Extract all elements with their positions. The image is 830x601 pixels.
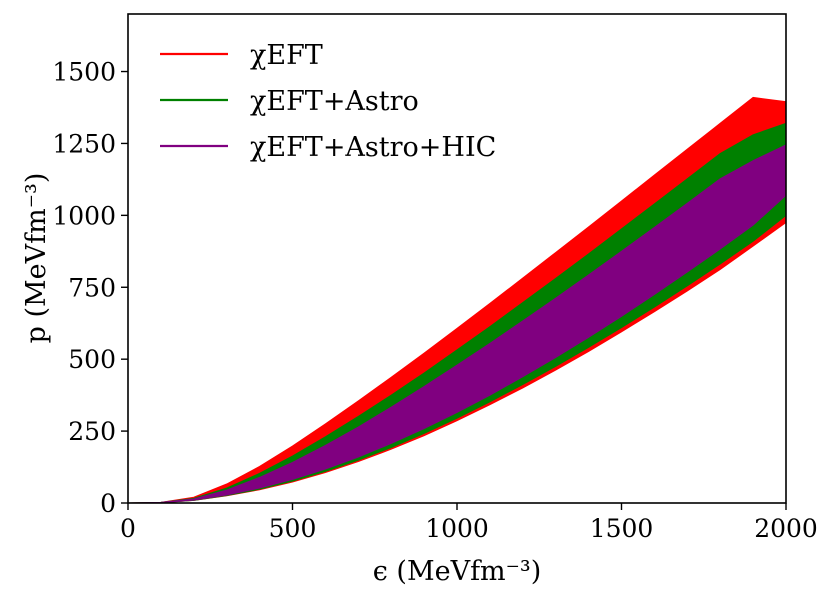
legend-label: χEFT+Astro <box>250 86 419 117</box>
x-tick-label: 0 <box>120 514 136 543</box>
x-axis-ticks: 0 500 1000 1500 2000 <box>120 503 818 543</box>
y-tick-label: 0 <box>100 489 116 518</box>
y-tick-label: 500 <box>68 345 116 374</box>
y-tick-label: 1000 <box>52 201 116 230</box>
y-axis-label: p (MeVfm⁻³) <box>21 173 52 344</box>
y-tick-label: 1250 <box>52 129 116 158</box>
x-tick-label: 1000 <box>425 514 489 543</box>
legend-label: χEFT <box>250 40 323 71</box>
x-tick-label: 500 <box>269 514 317 543</box>
band-2 <box>127 122 787 504</box>
legend-label: χEFT+Astro+HIC <box>250 132 496 163</box>
x-axis-label: ϵ (MeVfm⁻³) <box>373 556 542 587</box>
legend: χEFT χEFT+Astro χEFT+Astro+HIC <box>160 40 496 163</box>
x-tick-label: 2000 <box>754 514 818 543</box>
x-tick-label: 1500 <box>590 514 654 543</box>
y-tick-label: 250 <box>68 417 116 446</box>
y-tick-label: 750 <box>68 273 116 302</box>
y-axis-ticks: 0 250 500 750 1000 1250 1500 <box>52 58 128 518</box>
y-tick-label: 1500 <box>52 58 116 87</box>
